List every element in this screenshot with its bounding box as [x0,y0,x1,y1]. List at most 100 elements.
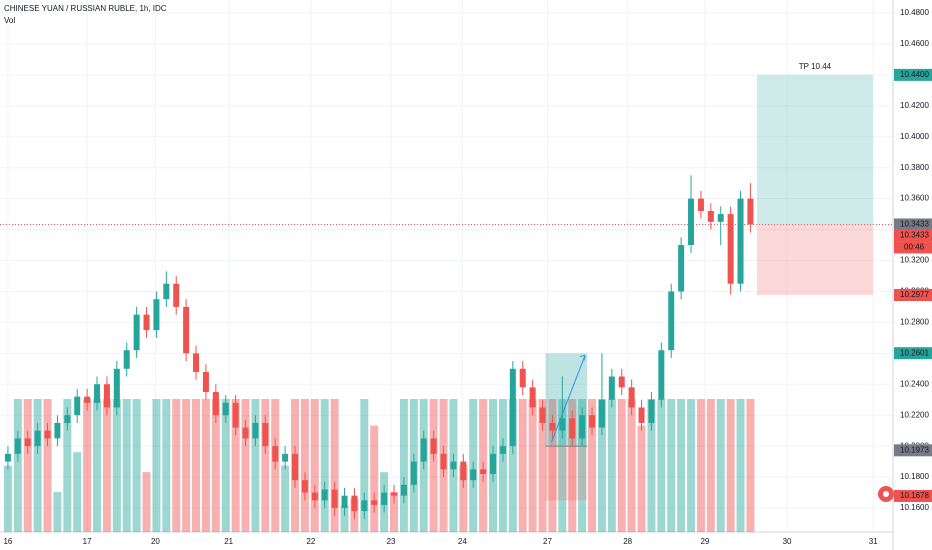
x-tick-label: 23 [387,537,396,546]
volume-bar [508,399,517,532]
candle-body [430,438,437,454]
price-badge [894,489,932,502]
candle-body [678,245,685,292]
candle-body [74,396,81,416]
candle-body [381,492,388,505]
candle-body [717,214,724,222]
volume-bar [696,399,705,532]
candle-body [84,396,91,403]
volume-bar [152,399,161,532]
volume-bar [261,399,270,532]
candle-body [133,314,140,351]
candle-body [311,492,318,501]
volume-bar [53,492,62,532]
volume-bar [370,425,379,532]
volume-bar [73,452,82,532]
volume-bar [746,399,755,532]
volume-bar [538,399,547,532]
candle-body [351,495,358,512]
candle-body [668,291,675,351]
volume-bar [63,399,72,532]
candle-body [242,427,249,439]
volume-bar [182,399,191,532]
candle-body [410,461,417,485]
candle-body [272,446,279,462]
x-tick-label: 24 [458,537,467,546]
candle-body [400,484,407,496]
candle-body [569,418,576,439]
chart-title: CHINESE YUAN / RUSSIAN RUBLE, 1h, IDC [4,4,167,13]
stop-zone [756,224,873,296]
candle-body [94,384,101,403]
x-tick-label: 20 [151,537,160,546]
candle-body [371,500,378,505]
volume-bar [548,399,557,532]
candle-body [480,469,487,474]
price-badge-label: 10.3433 [900,220,929,229]
volume-bar [617,399,626,532]
y-tick-label: 10.2800 [900,317,929,326]
candle-body [618,376,625,388]
volume-bar [647,399,656,532]
x-tick-label: 27 [543,537,552,546]
price-badge-label: 10.4400 [900,70,929,79]
volume-bar [340,505,349,532]
candle-body [470,469,477,481]
volume-bar [736,399,745,532]
volume-bar [13,399,22,532]
candle-body [648,399,655,423]
candle-body [113,368,120,408]
volume-bar [637,425,646,532]
price-badge [894,229,932,242]
price-badge [894,347,932,360]
candle-body [252,422,259,439]
y-tick-label: 10.3200 [900,256,929,265]
candle-body [747,198,754,225]
price-badge-label: 10.1973 [900,445,929,454]
volume-bar [627,399,636,532]
x-tick-label: 16 [3,537,12,546]
volume-bar [162,399,171,532]
y-tick-label: 10.2400 [900,379,929,388]
price-badge-label: 10.3433 [900,231,929,240]
countdown-badge [894,241,932,254]
volume-bar [320,399,329,532]
volume-bar [429,399,438,532]
candle-body [292,453,299,481]
volume-bar [132,399,141,532]
x-tick-label: 30 [783,537,792,546]
volume-bar [112,399,121,532]
volume-bar [142,472,151,532]
candle-body [697,198,704,212]
candle-body [54,422,61,439]
logo-icon [883,491,889,497]
candle-body [460,461,467,481]
candle-body [123,350,130,369]
price-badge [894,444,932,457]
y-tick-label: 10.3600 [900,194,929,203]
price-badge-label: 10.2601 [900,348,929,357]
candle-body [202,371,209,392]
candle-body [509,368,516,447]
candle-body [559,418,566,431]
volume-bar [399,399,408,532]
volume-bar [716,399,725,532]
volume-bar [231,399,240,532]
x-tick-label: 17 [83,537,92,546]
candle-body [173,283,180,307]
volume-bar [667,399,676,532]
x-tick-label: 28 [623,537,632,546]
candle-body [361,500,368,512]
y-tick-label: 10.4800 [900,8,929,17]
volume-bar [677,399,686,532]
indicator-label: Vol [4,16,15,25]
volume-bar [706,399,715,532]
candle-body [212,392,219,416]
candle-body [608,376,615,400]
candle-body [14,438,21,454]
price-badge [894,218,932,231]
volume-bar [360,399,369,532]
candle-body [529,387,536,408]
candle-body [262,422,269,447]
